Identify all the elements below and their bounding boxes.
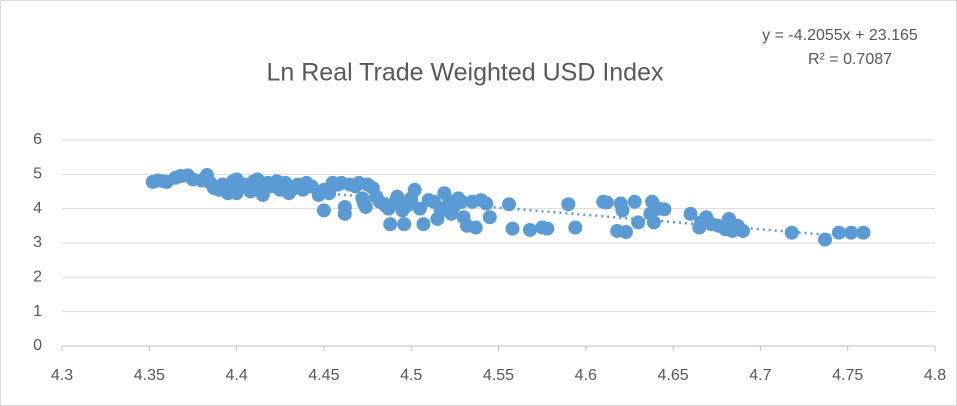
point xyxy=(397,217,412,232)
point xyxy=(615,203,630,218)
point xyxy=(856,225,871,240)
chart-title: Ln Real Trade Weighted USD Index xyxy=(267,59,664,87)
point xyxy=(412,201,427,216)
y-tick-label: 1 xyxy=(33,303,42,320)
point xyxy=(631,215,646,230)
x-tick-label: 4.55 xyxy=(483,367,514,384)
y-tick-label: 4 xyxy=(33,200,42,217)
x-tick-label: 4.35 xyxy=(134,367,165,384)
x-tick-label: 4.4 xyxy=(225,367,247,384)
point xyxy=(561,197,576,212)
x-tick-label: 4.7 xyxy=(749,367,771,384)
x-tick-label: 4.8 xyxy=(924,367,946,384)
y-tick-label: 3 xyxy=(33,234,42,251)
point xyxy=(255,187,270,202)
x-tick-label: 4.45 xyxy=(308,367,339,384)
point xyxy=(646,215,661,230)
point xyxy=(505,221,520,236)
point xyxy=(540,221,555,236)
point xyxy=(468,220,483,235)
point xyxy=(316,203,331,218)
y-tick-label: 2 xyxy=(33,269,42,286)
y-tick-label: 0 xyxy=(33,337,42,354)
point xyxy=(501,197,516,212)
x-tick-label: 4.5 xyxy=(400,367,422,384)
point xyxy=(407,182,422,197)
point xyxy=(683,206,698,221)
point xyxy=(618,225,633,240)
point xyxy=(479,196,494,211)
trendline-equation: y = -4.2055x + 23.165 xyxy=(762,27,918,44)
point xyxy=(522,222,537,237)
point xyxy=(482,210,497,225)
x-tick-label: 4.65 xyxy=(658,367,689,384)
point xyxy=(416,217,431,232)
point xyxy=(358,199,373,214)
x-tick-label: 4.6 xyxy=(575,367,597,384)
y-tick-label: 5 xyxy=(33,166,42,183)
trendline xyxy=(152,177,864,240)
point xyxy=(784,225,799,240)
point xyxy=(735,223,750,238)
x-tick-label: 4.3 xyxy=(51,367,73,384)
point xyxy=(599,195,614,210)
point xyxy=(383,217,398,232)
point xyxy=(627,194,642,209)
trendline-r-squared: R² = 0.7087 xyxy=(808,51,892,68)
point xyxy=(337,206,352,221)
point xyxy=(831,225,846,240)
point xyxy=(568,220,583,235)
point xyxy=(844,225,859,240)
y-tick-label: 6 xyxy=(33,131,42,148)
point xyxy=(657,202,672,217)
x-tick-label: 4.75 xyxy=(832,367,863,384)
